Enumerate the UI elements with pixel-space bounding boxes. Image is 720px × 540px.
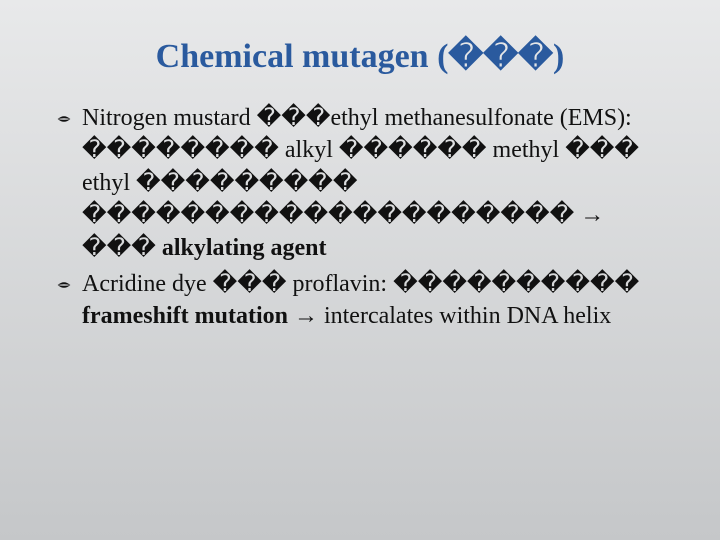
bullet-text: Nitrogen mustard ���ethyl methanesulfona… <box>82 102 664 264</box>
text-run: ��������� <box>136 170 357 196</box>
text-run: intercalates within DNA helix <box>318 303 611 329</box>
text-run: ��� <box>565 137 639 163</box>
text-run: ethyl methanesulfonate (EMS): <box>330 105 631 131</box>
text-run: �������������������� <box>82 202 580 228</box>
slide-title: Chemical mutagen (���) <box>156 38 565 75</box>
text-run: alkylating agent <box>156 235 327 261</box>
text-run: ��� <box>257 105 331 131</box>
title-container: Chemical mutagen (���) <box>0 0 720 84</box>
text-run: ��� <box>213 271 293 297</box>
slide: Chemical mutagen (���) Nitrogen mustard … <box>0 0 720 540</box>
bullet-icon <box>56 104 78 134</box>
text-run: ethyl <box>82 170 136 196</box>
bullet-item: Nitrogen mustard ���ethyl methanesulfona… <box>56 102 664 264</box>
text-run: Acridine dye <box>82 271 213 297</box>
text-run: → <box>294 302 318 329</box>
text-run: ������ <box>339 137 493 163</box>
slide-body: Nitrogen mustard ���ethyl methanesulfona… <box>0 84 720 337</box>
text-run: ���������� <box>393 271 639 297</box>
text-run: Nitrogen mustard <box>82 105 257 131</box>
text-run: methyl <box>493 137 566 163</box>
bullet-item: Acridine dye ��� proflavin: ���������� f… <box>56 268 664 333</box>
bullet-text: Acridine dye ��� proflavin: ���������� f… <box>82 268 664 333</box>
text-run: alkyl <box>285 137 339 163</box>
bullet-icon <box>56 270 78 300</box>
text-run: �������� <box>82 137 285 163</box>
text-run: → <box>580 201 604 228</box>
text-run: ��� <box>82 235 156 261</box>
text-run: proflavin: <box>292 271 393 297</box>
text-run: frameshift mutation <box>82 303 288 329</box>
